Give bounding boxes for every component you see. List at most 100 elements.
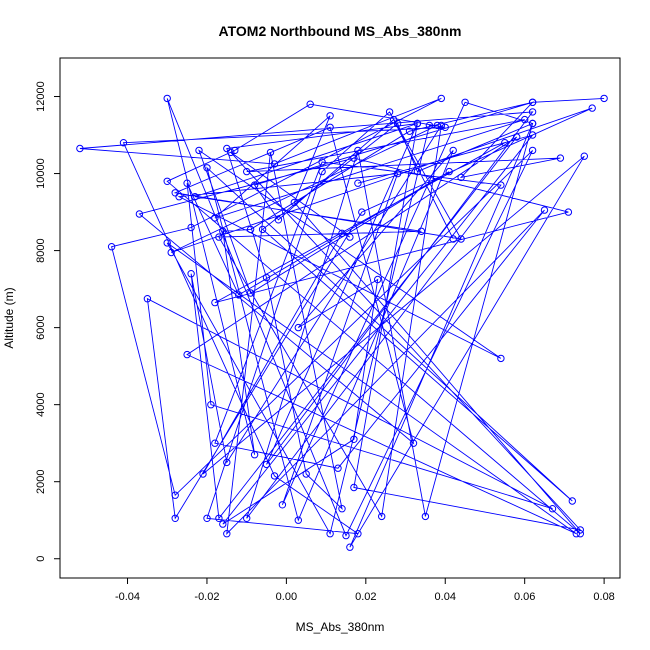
x-axis-label: MS_Abs_380nm: [296, 620, 385, 634]
data-point: [437, 94, 445, 103]
data-point: [576, 530, 584, 538]
data-point: [457, 173, 465, 182]
data-point: [580, 152, 588, 160]
data-point: [223, 458, 231, 467]
data-point: [278, 501, 287, 509]
data-point: [393, 169, 402, 178]
data-point: [211, 214, 219, 222]
data-point: [588, 104, 596, 112]
data-point: [346, 543, 354, 551]
x-tick-label: 0.02: [355, 591, 376, 603]
data-point: [413, 167, 422, 176]
data-point: [441, 123, 449, 132]
data-point: [354, 179, 362, 187]
data-point: [318, 158, 326, 166]
data-point: [246, 289, 255, 297]
data-point: [262, 273, 271, 282]
x-tick-label: -0.02: [194, 591, 219, 603]
y-tick-label: 6000: [35, 315, 47, 339]
series-group: [76, 94, 608, 551]
data-point: [326, 530, 334, 538]
data-point: [302, 470, 310, 478]
data-point: [306, 100, 314, 108]
data-point: [528, 119, 537, 128]
data-point: [219, 520, 227, 528]
data-point: [119, 139, 128, 147]
data-point: [243, 514, 251, 522]
data-point: [191, 193, 199, 201]
data-point: [219, 227, 227, 236]
data-point: [350, 483, 358, 492]
data-point: [326, 112, 334, 120]
x-tick-label: -0.04: [115, 591, 140, 603]
data-point: [183, 350, 191, 359]
data-point: [294, 323, 302, 332]
data-point: [354, 530, 362, 538]
data-point: [338, 505, 346, 513]
data-point: [294, 516, 302, 524]
data-point: [385, 108, 394, 116]
data-point: [270, 160, 279, 168]
data-point: [167, 248, 175, 257]
data-point: [358, 208, 366, 216]
data-point: [338, 229, 346, 238]
data-point: [413, 119, 422, 128]
data-point: [76, 144, 84, 153]
data-point: [445, 167, 453, 176]
data-point: [378, 512, 386, 521]
data-point: [107, 243, 116, 251]
data-point: [215, 233, 223, 241]
data-point: [342, 531, 350, 540]
x-tick-label: 0.04: [435, 591, 456, 603]
data-point: [203, 164, 211, 172]
data-point: [457, 235, 465, 243]
data-point: [564, 208, 573, 216]
y-tick-label: 2000: [35, 469, 47, 493]
data-point: [354, 146, 362, 155]
data-point: [135, 210, 144, 218]
data-point: [270, 472, 279, 480]
data-point: [600, 94, 608, 103]
data-point: [393, 119, 402, 128]
data-point: [175, 193, 183, 201]
data-point: [231, 146, 239, 155]
data-point: [501, 139, 509, 147]
data-point: [389, 115, 398, 124]
data-point: [318, 167, 326, 176]
data-point: [425, 121, 434, 130]
data-point: [497, 181, 505, 189]
chart-title: ATOM2 Northbound MS_Abs_380nm: [219, 23, 462, 39]
y-tick-label: 10000: [35, 158, 47, 189]
data-point: [449, 146, 457, 155]
y-tick-label: 12000: [35, 81, 47, 112]
data-point: [421, 512, 430, 521]
series-line: [79, 97, 605, 548]
data-point: [350, 435, 358, 443]
data-point: [211, 298, 219, 307]
data-point: [215, 514, 223, 522]
y-tick-label: 8000: [35, 238, 47, 262]
data-point: [437, 121, 445, 130]
data-point: [207, 401, 215, 409]
data-point: [528, 131, 537, 139]
data-point: [405, 127, 414, 135]
data-point: [223, 530, 231, 538]
data-point: [274, 216, 283, 224]
data-point: [528, 146, 537, 155]
data-point: [572, 530, 580, 538]
data-point: [556, 154, 565, 162]
plot-frame: [59, 57, 621, 579]
data-point: [528, 98, 537, 107]
x-tick-label: 0.00: [276, 591, 297, 603]
data-point: [250, 181, 259, 189]
data-point: [262, 460, 271, 469]
x-tick-label: 0.06: [514, 591, 535, 603]
data-point: [163, 239, 171, 247]
data-point: [521, 115, 529, 124]
data-point: [576, 526, 584, 534]
data-point: [243, 167, 251, 176]
data-point: [258, 225, 267, 234]
data-point: [528, 108, 537, 116]
data-point: [171, 491, 179, 499]
